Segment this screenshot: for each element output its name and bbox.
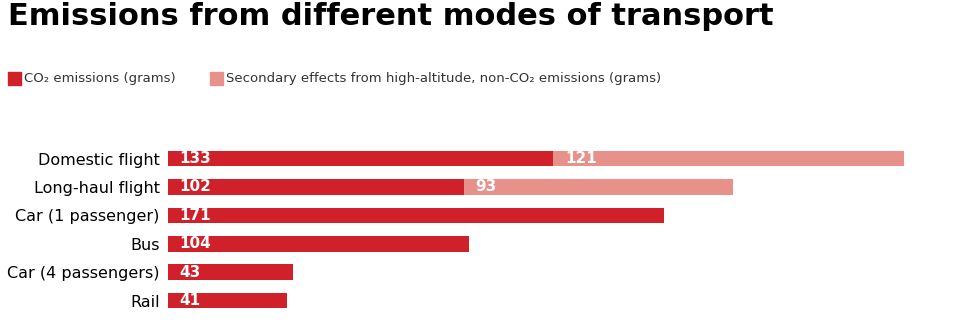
Text: 43: 43 [180, 265, 201, 280]
Text: 104: 104 [180, 236, 211, 251]
Text: 133: 133 [180, 151, 211, 166]
Bar [168, 208, 663, 223]
Text: CO₂ emissions (grams): CO₂ emissions (grams) [24, 72, 176, 85]
Bar [168, 236, 469, 252]
Text: 102: 102 [180, 179, 211, 195]
Text: 171: 171 [180, 208, 211, 223]
Bar [168, 264, 293, 280]
Bar [168, 151, 553, 166]
Text: Secondary effects from high-altitude, non-CO₂ emissions (grams): Secondary effects from high-altitude, no… [226, 72, 661, 85]
Bar [168, 293, 287, 308]
Text: 93: 93 [475, 179, 496, 195]
Text: Emissions from different modes of transport: Emissions from different modes of transp… [8, 2, 774, 31]
Text: 41: 41 [180, 293, 201, 308]
FancyBboxPatch shape [8, 72, 21, 85]
Bar [553, 151, 904, 166]
Text: 121: 121 [565, 151, 597, 166]
Bar [168, 179, 464, 195]
Bar [464, 179, 733, 195]
FancyBboxPatch shape [210, 72, 223, 85]
